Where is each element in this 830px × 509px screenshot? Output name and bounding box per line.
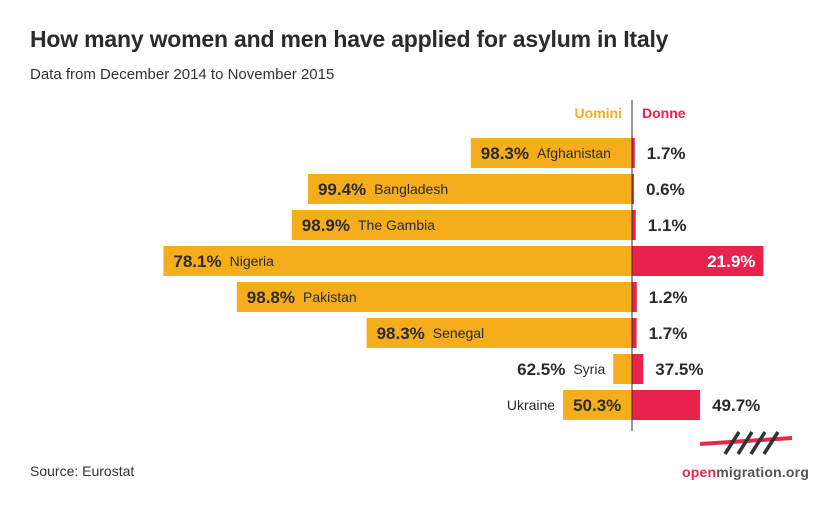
category-label: Afghanistan — [537, 145, 611, 161]
value-label-women: 37.5% — [655, 360, 703, 379]
category-label: Syria — [573, 361, 605, 377]
value-label-men: 50.3% — [573, 396, 621, 415]
bar-men — [366, 318, 632, 348]
bar-men — [236, 282, 633, 312]
brand-label: openmigration.org — [682, 464, 809, 480]
bar-men — [470, 138, 632, 168]
bar-women — [632, 174, 634, 204]
bar-men — [163, 246, 632, 276]
value-label-men: 78.1% — [173, 252, 221, 271]
legend-women: Donne — [642, 105, 686, 121]
value-label-women: 0.6% — [646, 180, 685, 199]
chart-title: How many women and men have applied for … — [30, 26, 669, 52]
bar-men — [613, 354, 632, 384]
value-label-women: 1.7% — [649, 324, 688, 343]
bar-women — [632, 210, 636, 240]
value-label-men: 99.4% — [318, 180, 366, 199]
value-label-men: 98.3% — [377, 324, 425, 343]
category-label: The Gambia — [358, 217, 435, 233]
value-label-women: 21.9% — [707, 252, 755, 271]
bar-women — [632, 282, 637, 312]
value-label-women: 1.7% — [647, 144, 686, 163]
value-label-men: 62.5% — [517, 360, 565, 379]
openmigration-logo-icon — [700, 431, 793, 455]
bar-women — [632, 246, 764, 276]
value-label-women: 1.1% — [648, 216, 687, 235]
chart-subtitle: Data from December 2014 to November 2015 — [30, 66, 335, 83]
value-label-men: 98.8% — [247, 288, 295, 307]
brand-suffix: migration.org — [716, 464, 810, 480]
brand-prefix: open — [682, 464, 717, 480]
bar-men — [291, 210, 632, 240]
category-label: Senegal — [433, 325, 484, 341]
bar-women — [632, 390, 701, 420]
category-label: Bangladesh — [374, 181, 448, 197]
bar-women — [632, 318, 637, 348]
category-label: Pakistan — [303, 289, 357, 305]
category-label: Nigeria — [230, 253, 275, 269]
value-label-women: 49.7% — [712, 396, 760, 415]
bar-women — [632, 138, 635, 168]
bar-men — [307, 174, 632, 204]
value-label-men: 98.9% — [302, 216, 350, 235]
value-label-men: 98.3% — [481, 144, 529, 163]
value-label-women: 1.2% — [649, 288, 688, 307]
category-label: Ukraine — [507, 397, 555, 413]
bar-women — [632, 354, 644, 384]
source-note: Source: Eurostat — [30, 463, 135, 479]
legend-men: Uomini — [575, 105, 622, 121]
bar-men — [563, 390, 632, 420]
